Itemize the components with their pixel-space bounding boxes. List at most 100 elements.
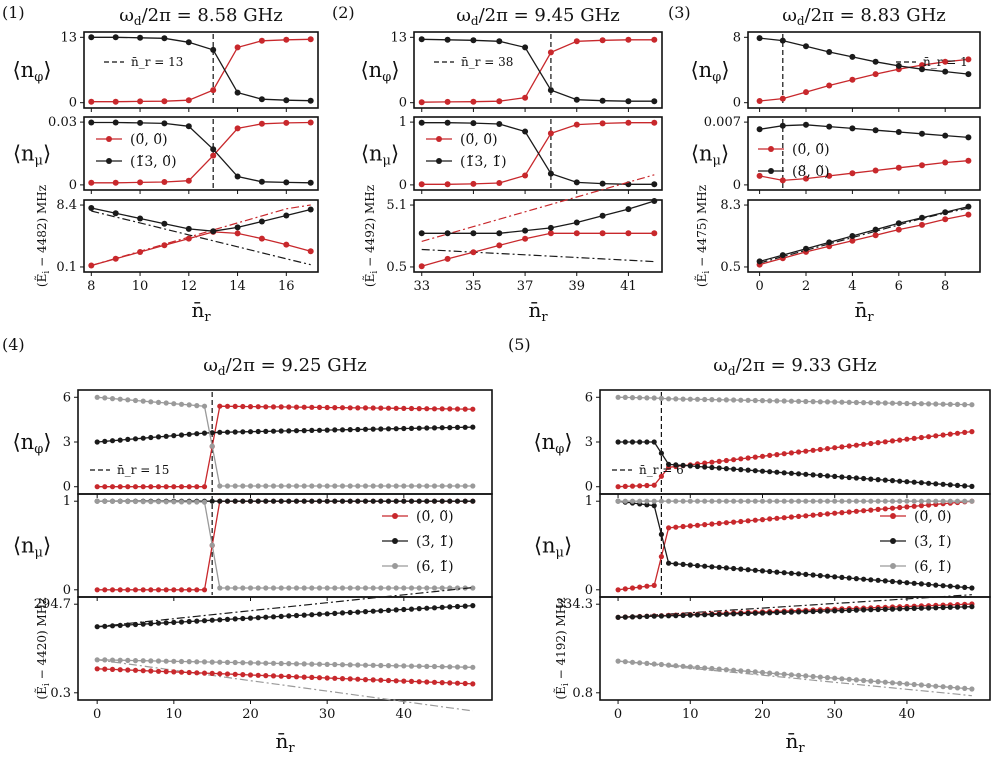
title-omega: ω (456, 5, 471, 26)
series-1-point (882, 477, 888, 483)
series-2-point (224, 659, 231, 666)
xtick-label: 37 (517, 279, 534, 294)
series-1-point (767, 568, 773, 575)
series-1-point (954, 482, 961, 488)
series-0-point (418, 181, 425, 188)
xlabel: n̄r (275, 729, 295, 756)
title-sub: d (471, 14, 479, 28)
energy-prefix: (Ẽ (553, 686, 568, 699)
series-0-point (408, 678, 415, 685)
xtick-label: 8 (941, 279, 949, 294)
xtick-label: 16 (278, 279, 295, 294)
series-2-point (339, 483, 346, 489)
series-1-point (658, 531, 665, 538)
ytick-label: 0.1 (56, 260, 77, 275)
series-0-point (201, 587, 208, 593)
series-0-point (171, 587, 177, 593)
series-0-point (185, 235, 192, 242)
series-2-point (788, 398, 795, 404)
energy-prefix: (Ẽ (694, 274, 709, 287)
ylabel-n-phi-text: ⟨nφ⟩ (360, 58, 399, 85)
series-1-point (454, 424, 461, 430)
series-1-point (752, 567, 758, 573)
series-2-point (637, 498, 643, 504)
series-0-point (889, 438, 896, 444)
series-2-point (803, 673, 809, 679)
xlabel-base: n̄ (191, 298, 204, 322)
series-1-point (810, 572, 816, 578)
series-2-point (470, 664, 476, 670)
series-1-point (666, 613, 672, 619)
series-0-point (109, 484, 116, 490)
series-2-point (897, 498, 903, 504)
series-0-point (324, 675, 330, 681)
series-2-point (324, 585, 330, 591)
ylabel-n-mu-sub: μ (556, 546, 564, 561)
series-0-point (112, 98, 119, 105)
series-2-point (904, 400, 910, 407)
series-0-point (752, 517, 758, 523)
series-2-point (424, 663, 430, 670)
series-1-point (889, 578, 896, 585)
series-1-point (137, 34, 144, 41)
series-2-point (947, 498, 953, 504)
legend-marker (392, 513, 398, 519)
series-2-point (723, 498, 730, 504)
series-2-point (658, 395, 665, 401)
series-0-point (849, 170, 856, 177)
series-0-point (810, 512, 816, 518)
series-2-point (163, 499, 169, 505)
axes-frame (599, 389, 991, 495)
series-1-point (752, 468, 758, 474)
series-0-point (137, 98, 144, 105)
series-0-point (293, 674, 300, 680)
series-2-point (702, 665, 708, 671)
series-2-point (738, 668, 744, 674)
series-0-point (316, 404, 323, 410)
series-0-point (255, 404, 261, 410)
series-2-point (709, 665, 715, 672)
series-1-point (723, 466, 730, 472)
ytick-label: 5.1 (386, 198, 407, 213)
ytick-label: 13 (60, 30, 77, 45)
series-2-point (439, 664, 445, 670)
legend-label: (3̃, 1̃) (416, 534, 454, 550)
series-2-point (861, 677, 867, 684)
series-2-point (316, 483, 323, 489)
series-0-point (826, 82, 833, 89)
series-1-point (247, 429, 254, 435)
series-0-point (615, 484, 621, 490)
series-2-point (817, 498, 823, 504)
series-1-point (232, 616, 238, 622)
series-0-point (378, 405, 384, 411)
series-2-point (163, 658, 169, 664)
series-1-point (416, 425, 422, 431)
series-1-point (673, 462, 679, 468)
series-1-point (178, 432, 185, 438)
series-2-point (947, 401, 953, 407)
series-0-point (94, 484, 100, 490)
series-0-point (651, 230, 658, 237)
series-0-point (263, 404, 269, 410)
xtick-label: 40 (899, 707, 916, 722)
series-2-point (155, 399, 162, 405)
series-1-point (947, 482, 953, 488)
series-1-point (224, 429, 231, 435)
series-0-point (779, 95, 786, 102)
series-0-point (258, 235, 265, 242)
series-1-point (462, 424, 468, 430)
series-2-point (378, 662, 384, 669)
series-1-point (904, 606, 910, 612)
series-1-point (278, 498, 284, 504)
series-2-point (117, 396, 123, 402)
xtick-label: 10 (682, 707, 699, 722)
series-2-point (148, 399, 154, 405)
series-1-point (293, 498, 300, 504)
series-0-point (362, 405, 369, 411)
series-0-line (618, 430, 972, 488)
series-2-point (370, 585, 376, 591)
series-0-point (309, 674, 315, 681)
series-1-point (255, 498, 261, 504)
legend-marker (392, 563, 398, 569)
legend-resonance-label: n̄_r = 6 (639, 463, 684, 477)
